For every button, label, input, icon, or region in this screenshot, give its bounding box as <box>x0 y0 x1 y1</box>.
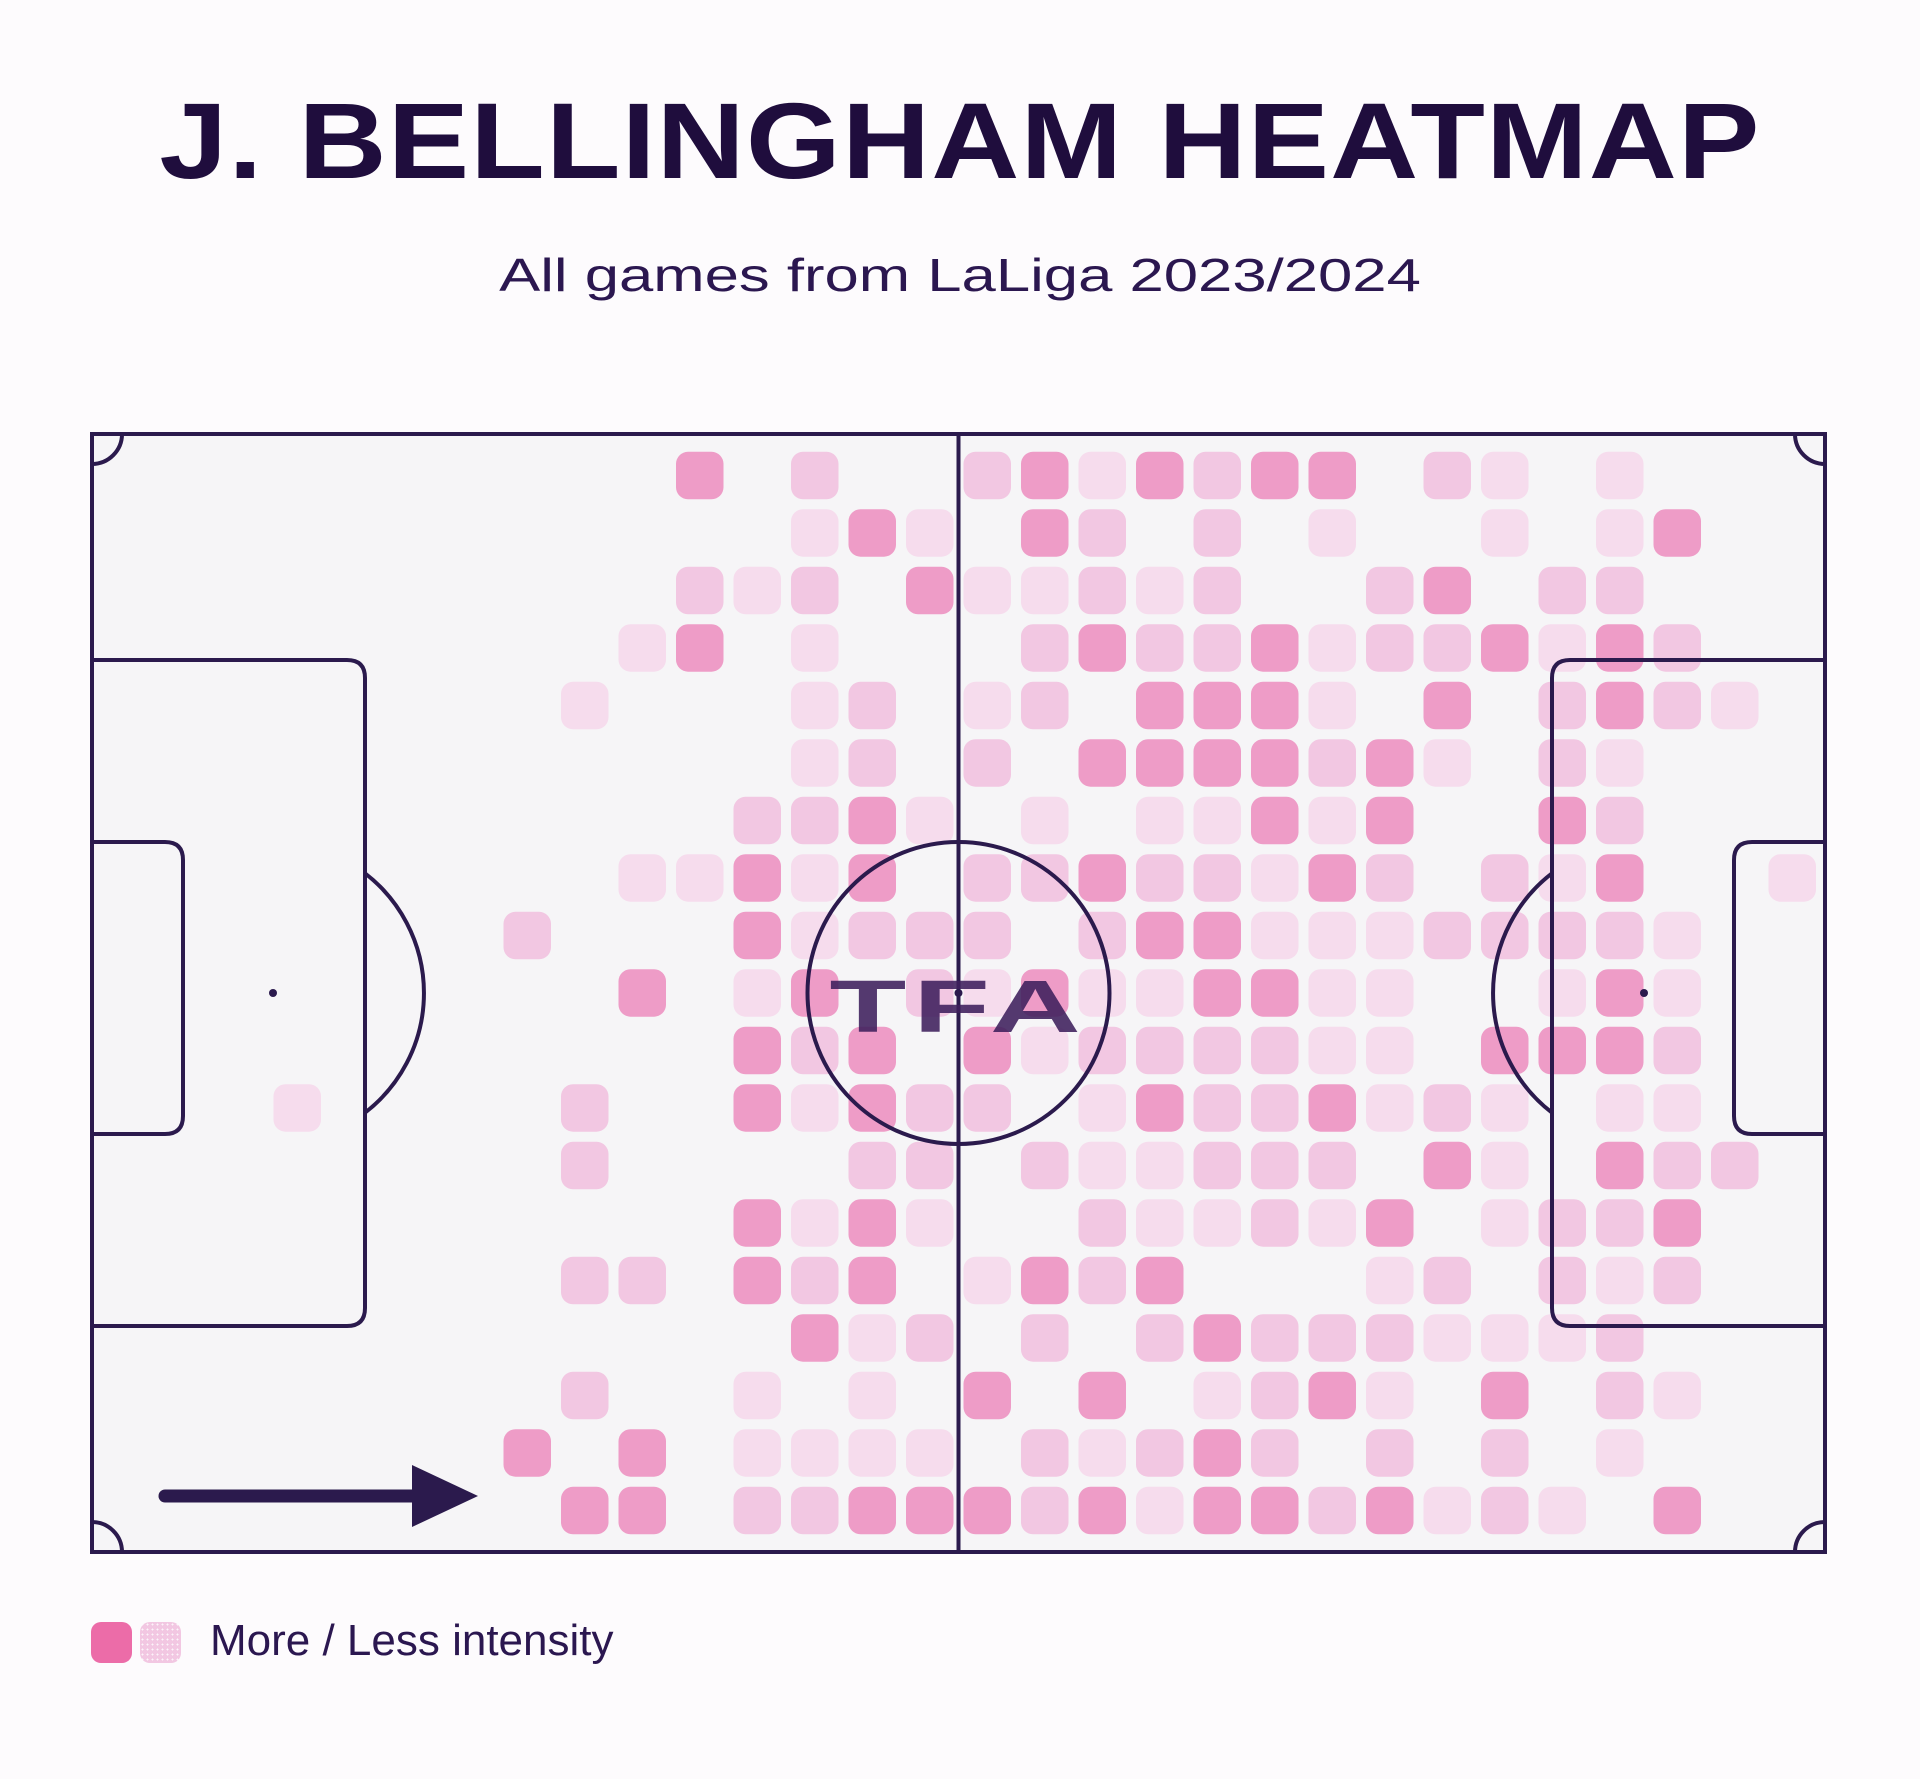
svg-text:TFA: TFA <box>830 965 1088 1047</box>
